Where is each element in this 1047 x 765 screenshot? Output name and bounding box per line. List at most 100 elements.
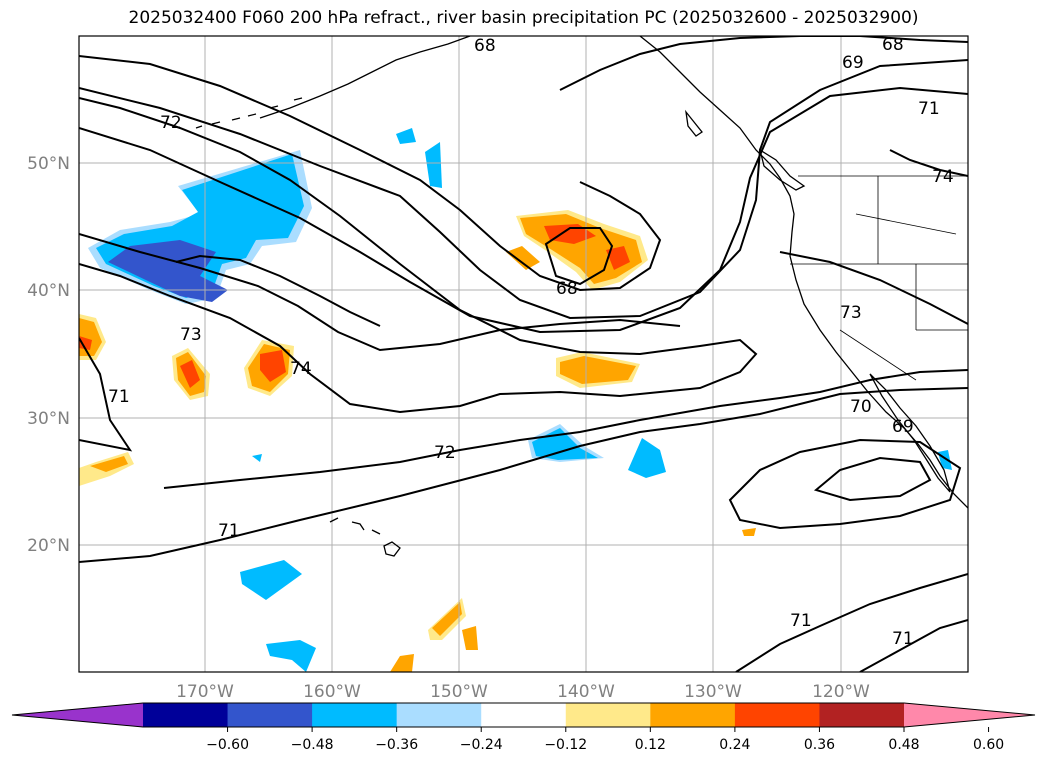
contour-line [728, 438, 962, 530]
colorbar-segment [650, 703, 736, 727]
neg-anomaly-area [266, 640, 316, 672]
precip-shading [79, 128, 952, 672]
contour-label: 68 [882, 35, 904, 55]
contour-line [163, 369, 968, 489]
lon-label: 140°W [557, 682, 615, 702]
colorbar-label: 0.60 [973, 737, 1004, 753]
colorbar-label: −0.12 [544, 737, 587, 753]
contour-line [79, 86, 968, 334]
contour-label: 72 [434, 443, 456, 463]
contour-label: 71 [108, 387, 130, 407]
pos-anomaly-area [506, 246, 540, 270]
contour-line [779, 251, 968, 325]
lon-label: 130°W [684, 682, 742, 702]
contour-label: 73 [840, 303, 862, 323]
contour-label: 72 [160, 113, 182, 133]
neg-anomaly-area [396, 128, 416, 144]
haida-gwaii [685, 109, 703, 137]
refractivity-contours [79, 36, 968, 672]
pos-anomaly-area [79, 336, 92, 350]
colorbar-label: 0.48 [888, 737, 919, 753]
contour-line [859, 619, 968, 672]
colorbar-outline [11, 702, 1036, 728]
pos-anomaly-area [742, 528, 756, 536]
contour-label: 68 [556, 279, 578, 299]
hawaii-islands [329, 517, 401, 557]
alaska-coast [259, 36, 781, 179]
colorbar-label: −0.24 [460, 737, 503, 753]
map-frame [78, 35, 969, 673]
contour-line [79, 387, 968, 563]
pos-anomaly-area [390, 654, 414, 672]
colorbar-label: −0.60 [206, 737, 249, 753]
contour-label: 71 [918, 99, 940, 119]
map-background [79, 36, 968, 672]
colorbar-segment [143, 703, 229, 727]
lon-label: 170°W [176, 682, 234, 702]
contour-line [175, 254, 381, 327]
colorbar-label: −0.48 [291, 737, 334, 753]
colorbar-label: −0.36 [375, 737, 418, 753]
pos-anomaly-area [560, 356, 636, 384]
colorbar-segment [396, 703, 482, 727]
lat-labels: 50°N 40°N 30°N 20°N [27, 154, 70, 556]
colorbar-segment [481, 703, 567, 727]
contour-line [889, 149, 968, 177]
north-america-coast [779, 177, 968, 509]
colorbar-segment [734, 703, 820, 727]
pos-anomaly-area [606, 246, 630, 270]
neg-anomaly-area [252, 454, 262, 462]
pos-anomaly-area [260, 350, 286, 382]
colorbar: −0.60 −0.48 −0.36 −0.24 −0.12 0.12 0.24 0.36 0.4… [11, 702, 1036, 753]
contour-label: 68 [474, 36, 496, 56]
contour-label: 71 [892, 629, 914, 649]
lat-label: 40°N [27, 281, 70, 301]
pos-anomaly-area [432, 602, 462, 636]
graticule [79, 36, 968, 672]
contour-label: 71 [218, 521, 240, 541]
contour-line [79, 233, 681, 352]
baja-peninsula [869, 373, 951, 493]
pos-anomaly-area [90, 456, 128, 472]
lon-label: 150°W [430, 682, 488, 702]
lat-label: 50°N [27, 154, 70, 174]
contour-labels: 68 68 69 71 72 74 70 68 73 73 74 71 72 7… [108, 35, 954, 649]
colorbar-extend-min [12, 703, 143, 727]
neg-anomaly-area [628, 438, 666, 478]
neg-anomaly-area [240, 560, 302, 600]
colorbar-label: 0.36 [804, 737, 835, 753]
colorbar-label: 0.12 [635, 737, 666, 753]
colorbar-label: 0.24 [719, 737, 750, 753]
map-title: 2025032400 F060 200 hPa refract., river … [128, 8, 919, 28]
pos-anomaly-area [462, 626, 478, 650]
contour-label: 69 [842, 53, 864, 73]
colorbar-segment [819, 703, 905, 727]
lon-labels: 170°W 160°W 150°W 140°W 130°W 120°W [176, 682, 870, 702]
lon-label: 120°W [812, 682, 870, 702]
contour-label: 73 [180, 325, 202, 345]
contour-label: 74 [932, 167, 954, 187]
contour-line [79, 97, 758, 414]
contour-line [79, 59, 968, 320]
contour-line [544, 227, 614, 286]
contour-label: 70 [850, 397, 872, 417]
contour-line [79, 36, 968, 292]
contour-line [813, 456, 932, 502]
contour-line [735, 573, 968, 672]
colorbar-extend-max [904, 703, 1035, 727]
lat-label: 20°N [27, 536, 70, 556]
pos-anomaly-area [180, 360, 200, 388]
colorbar-segment [565, 703, 651, 727]
colorbar-segment [227, 703, 313, 727]
contour-label: 74 [290, 359, 312, 379]
coastlines [195, 36, 968, 557]
contour-line [79, 337, 133, 452]
colorbar-segment [312, 703, 398, 727]
lat-label: 30°N [27, 409, 70, 429]
lon-label: 160°W [303, 682, 361, 702]
neg-anomaly-area [425, 142, 442, 188]
contour-label: 69 [892, 417, 914, 437]
vancouver-island [758, 148, 806, 191]
aleutian-islands [195, 97, 303, 129]
